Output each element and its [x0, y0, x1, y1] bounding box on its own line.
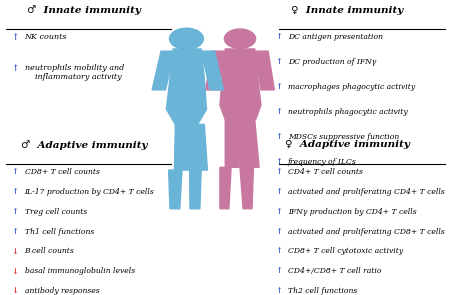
Text: activated and proliferating CD8+ T cells: activated and proliferating CD8+ T cells — [288, 227, 445, 236]
Text: NK counts: NK counts — [25, 33, 67, 41]
Text: ↑: ↑ — [275, 108, 283, 116]
Text: basal immunoglobulin levels: basal immunoglobulin levels — [25, 267, 135, 275]
Text: IFNγ production by CD4+ T cells: IFNγ production by CD4+ T cells — [288, 208, 416, 216]
Text: ↑: ↑ — [275, 83, 283, 91]
Text: ↑: ↑ — [275, 267, 283, 275]
Text: ↑: ↑ — [275, 33, 283, 41]
Text: ↑: ↑ — [11, 188, 18, 196]
Text: ↑: ↑ — [275, 168, 283, 176]
Text: ↑: ↑ — [275, 58, 283, 66]
Text: CD8+ T cell cytotoxic activity: CD8+ T cell cytotoxic activity — [288, 248, 403, 255]
Polygon shape — [201, 51, 223, 90]
Polygon shape — [190, 124, 208, 209]
Text: CD4+ T cell counts: CD4+ T cell counts — [288, 168, 363, 176]
Text: activated and proliferating CD4+ T cells: activated and proliferating CD4+ T cells — [288, 188, 445, 196]
Polygon shape — [152, 51, 174, 90]
Circle shape — [170, 28, 203, 49]
Polygon shape — [240, 120, 259, 209]
Text: ↑: ↑ — [275, 133, 283, 141]
Polygon shape — [206, 51, 225, 90]
Text: ↑: ↑ — [275, 227, 283, 236]
Text: ↑: ↑ — [275, 208, 283, 216]
Polygon shape — [166, 49, 207, 124]
Text: Treg cell counts: Treg cell counts — [25, 208, 87, 216]
Text: ↓: ↓ — [11, 287, 18, 295]
Text: ♂  Adaptive immunity: ♂ Adaptive immunity — [21, 140, 147, 150]
Text: ♀  Innate immunity: ♀ Innate immunity — [291, 6, 403, 14]
Polygon shape — [220, 49, 261, 120]
Text: macrophages phagocytic activity: macrophages phagocytic activity — [288, 83, 415, 91]
Text: ↑: ↑ — [11, 208, 18, 216]
Text: ♂  Innate immunity: ♂ Innate immunity — [27, 6, 141, 15]
Text: Th1 cell functions: Th1 cell functions — [25, 227, 94, 236]
Text: antibody responses: antibody responses — [25, 287, 99, 295]
Text: DC antigen presentation: DC antigen presentation — [288, 33, 383, 41]
Text: B cell counts: B cell counts — [25, 248, 74, 255]
Text: ↑: ↑ — [11, 227, 18, 236]
Text: ↓: ↓ — [11, 248, 18, 255]
Polygon shape — [220, 120, 240, 209]
Text: ↑: ↑ — [275, 248, 283, 255]
Text: CD8+ T cell counts: CD8+ T cell counts — [25, 168, 100, 176]
Circle shape — [224, 29, 255, 48]
Text: frequency of ILCs: frequency of ILCs — [288, 158, 356, 165]
Text: CD4+/CD8+ T cell ratio: CD4+/CD8+ T cell ratio — [288, 267, 381, 275]
Text: ↑: ↑ — [11, 33, 18, 42]
Text: neutrophils phagocytic activity: neutrophils phagocytic activity — [288, 108, 407, 116]
Text: ↑: ↑ — [11, 64, 18, 73]
Text: Th2 cell functions: Th2 cell functions — [288, 287, 357, 295]
Text: ↑: ↑ — [275, 158, 283, 165]
Polygon shape — [255, 51, 274, 90]
Text: neutrophils mobility and
    inflammatory activity: neutrophils mobility and inflammatory ac… — [25, 64, 124, 81]
Text: DC production of IFNγ: DC production of IFNγ — [288, 58, 376, 66]
Polygon shape — [169, 124, 190, 209]
Text: ↑: ↑ — [275, 188, 283, 196]
Text: ↑: ↑ — [11, 168, 18, 176]
Text: ♀  Adaptive immunity: ♀ Adaptive immunity — [284, 140, 410, 149]
Text: ↑: ↑ — [275, 287, 283, 295]
Text: IL-17 production by CD4+ T cells: IL-17 production by CD4+ T cells — [25, 188, 155, 196]
Text: ↓: ↓ — [11, 267, 18, 275]
Text: MDSCs suppressive function: MDSCs suppressive function — [288, 133, 399, 141]
